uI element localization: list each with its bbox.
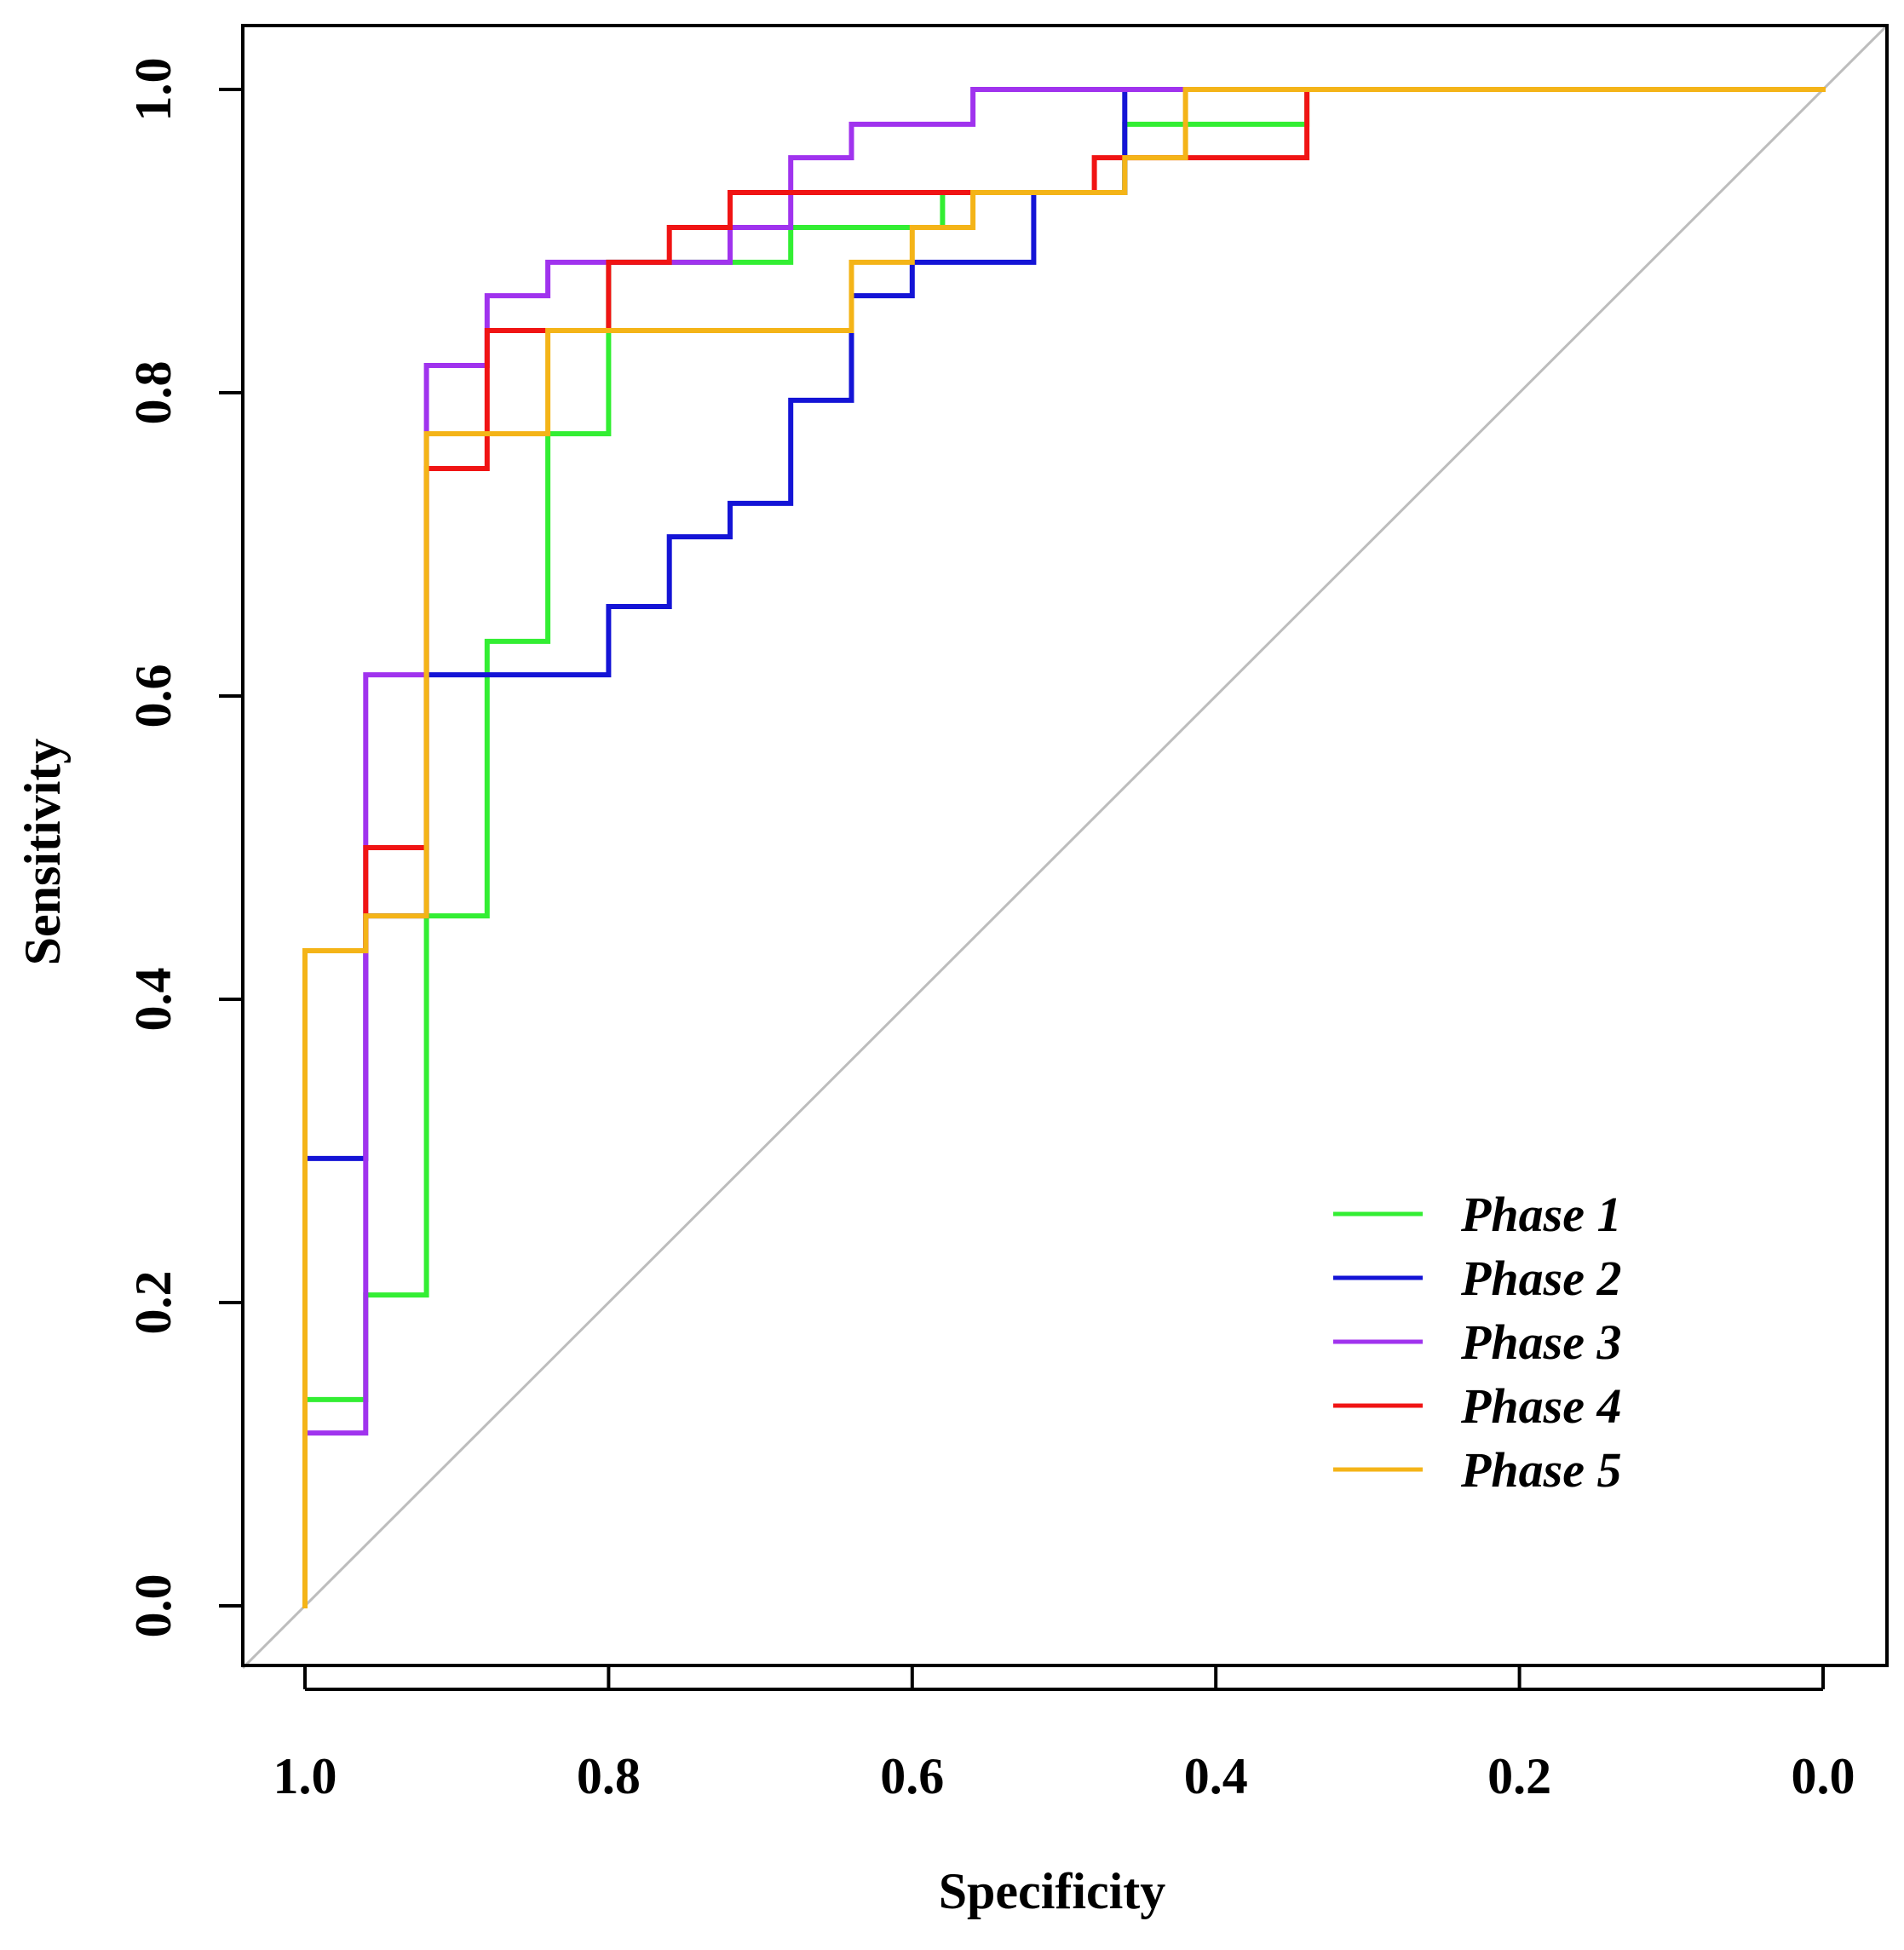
y-axis-title: Sensitivity (14, 739, 71, 966)
x-tick-label: 0.2 (1487, 1748, 1551, 1804)
series-line-phase-4 (302, 87, 1826, 1608)
y-tick-label: 0.6 (125, 664, 181, 728)
y-tick-label: 0.8 (125, 361, 181, 425)
plot-frame (241, 24, 1889, 1667)
y-tick-label: 0.0 (125, 1574, 181, 1638)
legend-label-phase-1: Phase 1 (1460, 1187, 1622, 1242)
series-line-phase-5 (302, 87, 1826, 1608)
series-line-phase-3 (302, 87, 1826, 1608)
axis-layer: 1.0 0.8 0.6 0.4 0.2 0.0 0.0 0.2 0.4 0.6 0.8 1.0 (125, 24, 1889, 1804)
x-axis-title: Specificity (939, 1863, 1166, 1919)
legend-label-phase-4: Phase 4 (1460, 1378, 1622, 1434)
legend-label-phase-5: Phase 5 (1460, 1442, 1622, 1498)
legend-label-phase-3: Phase 3 (1460, 1314, 1622, 1370)
x-tick-label: 0.4 (1184, 1748, 1248, 1804)
y-tick-label: 1.0 (125, 58, 181, 122)
legend-label-phase-2: Phase 2 (1460, 1251, 1622, 1306)
x-tick-label: 0.6 (880, 1748, 944, 1804)
x-tick-label: 0.0 (1792, 1748, 1855, 1804)
y-tick-label: 0.2 (125, 1271, 181, 1335)
y-tick-label: 0.4 (125, 968, 181, 1032)
x-tick-label: 0.8 (577, 1748, 641, 1804)
reference-diagonal-line (241, 25, 1889, 1669)
x-tick-label: 1.0 (273, 1748, 337, 1804)
plot-layer (241, 25, 1889, 1669)
legend: Phase 1 Phase 2 Phase 3 Phase 4 Phase 5 (1333, 1187, 1622, 1498)
